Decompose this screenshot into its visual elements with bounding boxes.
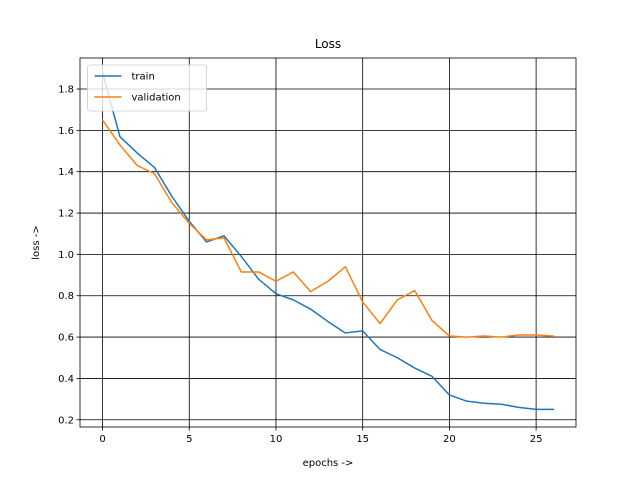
grid [80,58,576,427]
series-line-train [101,71,555,411]
legend-label-validation: validation [132,93,181,104]
y-tick-label: 0.6 [58,333,74,344]
y-tick-label: 1.2 [58,209,74,220]
x-tick-label: 5 [186,434,192,445]
plot-frame [79,57,577,428]
series-line-validation [101,118,555,338]
series-lines [101,71,555,411]
y-tick-label: 1.8 [58,85,74,96]
x-axis-label: epochs -> [303,458,354,469]
legend-label-train: train [132,72,155,83]
x-tick-label: 10 [270,434,283,445]
y-axis-label: loss -> [31,225,42,259]
axis-ticks: 0 5 10 15 20 25 0.2 0.4 0.6 0.8 1.0 1.2 1.4 1.6 1.8 [58,85,542,445]
y-tick-label: 1.4 [58,167,74,178]
y-tick-label: 0.4 [58,374,74,385]
x-tick-label: 20 [443,434,456,445]
x-tick-label: 25 [530,434,543,445]
y-tick-label: 0.2 [58,415,74,426]
x-tick-label: 0 [99,434,105,445]
legend: train validation [87,64,207,112]
x-tick-label: 15 [356,434,369,445]
y-tick-label: 1.6 [58,126,74,137]
y-tick-label: 0.8 [58,291,74,302]
y-tick-label: 1.0 [58,250,74,261]
chart-title: Loss [315,37,341,51]
